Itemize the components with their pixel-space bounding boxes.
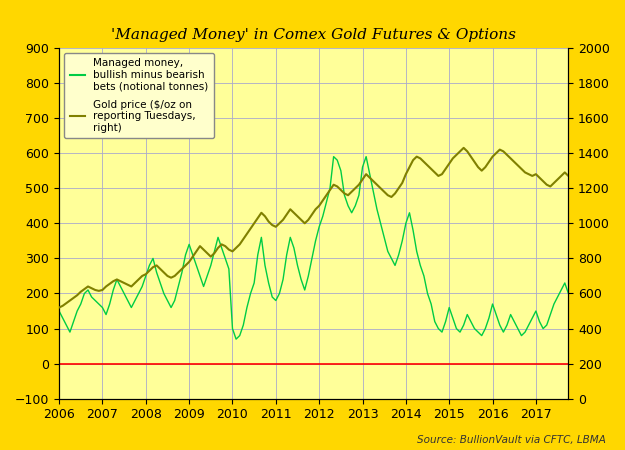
Text: Source: BullionVault via CFTC, LBMA: Source: BullionVault via CFTC, LBMA bbox=[418, 436, 606, 446]
Legend: Managed money,
bullish minus bearish
bets (notional tonnes), Gold price ($/oz on: Managed money, bullish minus bearish bet… bbox=[64, 53, 214, 138]
Title: 'Managed Money' in Comex Gold Futures & Options: 'Managed Money' in Comex Gold Futures & … bbox=[111, 28, 516, 42]
